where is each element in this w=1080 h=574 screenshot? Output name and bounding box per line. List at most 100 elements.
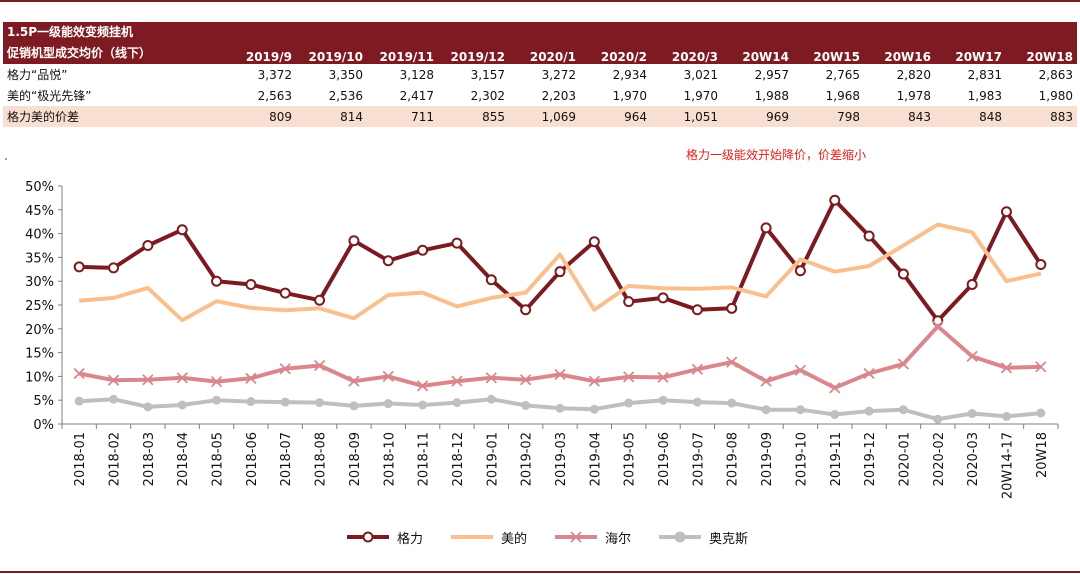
x-tick-label: 2019-07	[691, 432, 706, 486]
data-point	[829, 382, 841, 394]
data-point	[1001, 411, 1011, 421]
table-row-price-diff: 格力美的价差 809 814 711 855 1,069 964 1,051 9…	[3, 106, 1077, 127]
x-tick-label: 2018-02	[108, 432, 123, 486]
data-point	[794, 265, 806, 277]
data-point	[794, 364, 807, 376]
data-point	[212, 395, 222, 405]
y-tick-label: 45%	[25, 204, 54, 219]
line-chart: 0% 5% 10% 15% 20% 25% 30% 35% 40% 45% 50% 2018-01 20…	[25, 180, 1059, 499]
x-tick-label: 2018-08	[314, 432, 329, 486]
column-header: 2019/10	[296, 43, 367, 64]
column-header: 20W17	[935, 43, 1006, 64]
x-tick-label: 2020-02	[932, 432, 947, 486]
x-tick-label: 2019-05	[623, 432, 638, 486]
y-tick-label: 25%	[25, 299, 54, 314]
y-tick-label: 10%	[25, 370, 54, 385]
table-cell: 2,302	[470, 88, 505, 103]
x-tick-label: 2018-01	[73, 432, 88, 486]
data-point	[245, 279, 257, 291]
column-header: 2019/9	[225, 43, 296, 64]
data-point	[555, 403, 565, 413]
table-cell: 3,128	[399, 67, 434, 82]
data-point	[933, 414, 943, 424]
y-tick-label: 35%	[25, 251, 54, 266]
legend-item: 奥克斯	[657, 528, 748, 547]
table-cell: 883	[1006, 106, 1077, 127]
annotation-note: 格力一级能效开始降价，价差缩小	[686, 148, 867, 162]
data-point	[691, 363, 704, 375]
data-point	[760, 222, 772, 234]
data-point	[348, 235, 360, 247]
y-tick-label: 0%	[33, 418, 54, 433]
table-cell: 2,765	[825, 67, 860, 82]
legend-swatch	[347, 531, 389, 543]
data-point	[349, 401, 359, 411]
series-line	[79, 222, 1042, 323]
legend-swatch	[451, 535, 494, 539]
table-cell: 2,563	[257, 88, 292, 103]
chart-legend: 格力 美的 海尔 奥克斯	[345, 526, 774, 548]
data-point	[315, 398, 325, 408]
row-label: 格力“品悦”	[7, 68, 68, 82]
y-tick-label: 30%	[25, 275, 54, 290]
data-point	[107, 374, 120, 386]
data-point	[74, 396, 84, 406]
data-point	[142, 374, 154, 386]
x-tick-label: 2018-07	[279, 432, 294, 486]
x-tick-label: 2018-03	[142, 432, 157, 486]
column-header: 20W15	[793, 43, 864, 64]
data-point	[897, 268, 909, 280]
table-cell: 969	[722, 106, 793, 127]
table-header-row-2: 促销机型成交均价（线下） 2019/9 2019/10 2019/11 2019…	[3, 43, 1077, 64]
table-cell: 2,957	[754, 67, 789, 82]
row-label: 格力美的价差	[3, 106, 225, 127]
data-point	[657, 292, 669, 304]
data-point	[176, 372, 188, 384]
data-point	[932, 320, 944, 333]
y-tick-label: 50%	[25, 180, 54, 195]
table-cell: 1,970	[683, 88, 718, 103]
bottom-border	[0, 571, 1080, 573]
data-point	[692, 397, 702, 407]
data-point	[829, 194, 841, 206]
data-point	[73, 367, 85, 380]
legend-swatch	[555, 531, 598, 543]
data-point	[623, 296, 635, 308]
table-cell: 1,978	[896, 88, 931, 103]
data-point	[382, 255, 394, 267]
table-cell: 2,934	[612, 67, 647, 82]
y-tick-label: 20%	[25, 323, 54, 338]
x-tick-label: 2019-06	[657, 432, 672, 486]
data-point	[589, 404, 599, 414]
x-tick-label: 2018-09	[348, 432, 363, 486]
data-point	[830, 409, 840, 419]
table-cell: 1,968	[825, 88, 860, 103]
x-tick-label: 2019-03	[554, 432, 569, 486]
table-cell: 711	[367, 106, 438, 127]
data-point	[485, 274, 497, 286]
table-cell: 843	[864, 106, 935, 127]
table-cell: 3,272	[541, 67, 576, 82]
y-tick-label: 15%	[25, 347, 54, 362]
y-tick-label: 5%	[33, 394, 54, 409]
column-header: 2019/12	[438, 43, 509, 64]
data-point	[520, 304, 532, 316]
table-cell: 2,536	[328, 88, 363, 103]
table-cell: 1,069	[509, 106, 580, 127]
table-cell: 848	[935, 106, 1006, 127]
data-point	[554, 266, 566, 278]
data-point	[657, 371, 669, 383]
data-point	[382, 370, 394, 383]
data-point	[864, 406, 874, 416]
data-point	[417, 244, 429, 256]
x-tick-label: 2019-04	[588, 432, 603, 486]
data-point	[485, 372, 497, 384]
table-header-subtitle: 促销机型成交均价（线下）	[3, 43, 225, 64]
column-header: 2020/3	[651, 43, 722, 64]
column-header: 20W18	[1006, 43, 1077, 64]
table-cell: 809	[225, 106, 296, 127]
x-tick-label: 2020-01	[897, 432, 912, 486]
table-cell: 1,980	[1038, 88, 1073, 103]
data-point	[418, 400, 428, 410]
